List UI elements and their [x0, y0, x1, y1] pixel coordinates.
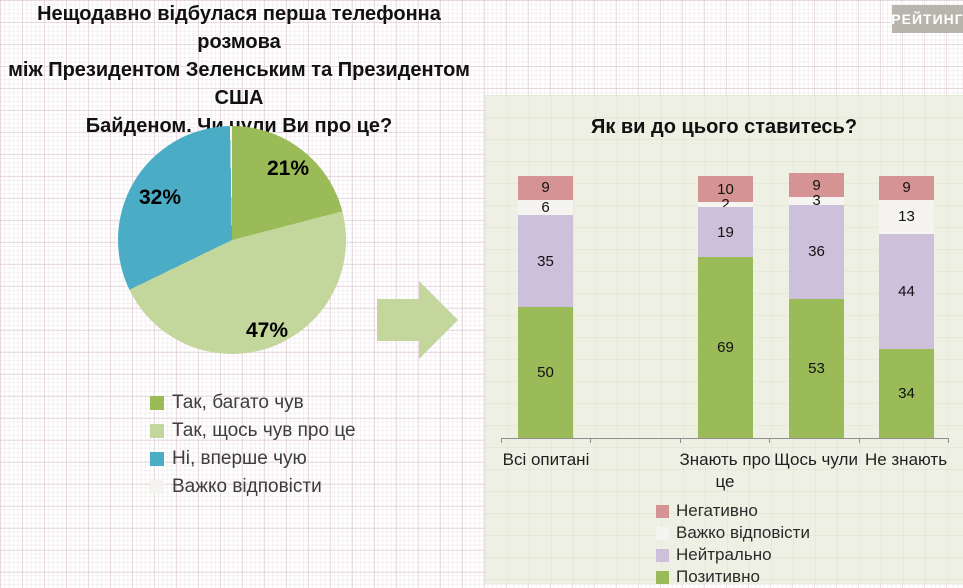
right-arrow-icon [377, 281, 458, 359]
bar-segment-value: 9 [541, 179, 550, 197]
bar-segment-value: 50 [537, 364, 554, 381]
poll-question-title: Нещодавно відбулася перша телефонна розм… [0, 0, 478, 140]
x-axis-line [501, 438, 948, 439]
bar-legend-item: Негативно [656, 500, 810, 522]
legend-swatch-blue [150, 452, 164, 466]
legend-swatch-lavender [656, 548, 669, 562]
legend-swatch-green-dark [150, 396, 164, 410]
bar-segment: 9 [518, 176, 573, 200]
pie-legend-label: Ні, вперше чую [172, 448, 307, 469]
pie-chart [118, 126, 346, 354]
bar-segment: 2 [698, 197, 753, 212]
x-axis-tick [769, 438, 770, 443]
legend-swatch-green-light [150, 424, 164, 438]
bar-segment-value: 9 [812, 176, 821, 194]
x-axis-tick [948, 438, 949, 443]
bar-segment: 35 [518, 215, 573, 307]
bar-segment-value: 13 [898, 208, 915, 226]
bar-segment: 69 [698, 257, 753, 438]
bar-segment-value: 69 [717, 339, 734, 357]
bar-segment: 19 [698, 207, 753, 258]
bar-segment: 53 [789, 299, 844, 438]
pie-legend-label: Важко відповісти [172, 476, 322, 497]
rating-group-logo: РЕЙТИНГ [891, 5, 963, 33]
bar-segment-value: 53 [808, 360, 825, 378]
legend-swatch-white [150, 480, 164, 494]
poll-question-line-1: Нещодавно відбулася перша телефонна розм… [37, 3, 441, 53]
poll-question-line-2: між Президентом Зеленським та Президенто… [8, 59, 470, 109]
bar-legend-label: Нейтрально [676, 545, 772, 564]
x-axis-tick [859, 438, 860, 443]
bar-legend-item: Позитивно [656, 566, 810, 588]
legend-swatch-green-dark [656, 570, 669, 584]
pie-legend-label: Так, щось чув про це [172, 420, 356, 441]
bar-legend-item: Важко відповісти [656, 522, 810, 544]
bar-legend-label: Важко відповісти [676, 523, 810, 542]
bar-segment: 50 [518, 307, 573, 438]
bar-segment-value: 34 [898, 384, 915, 402]
bar-segment: 36 [789, 204, 844, 300]
pie-legend-label: Так, багато чув [172, 392, 304, 413]
bar-segment-value: 2 [721, 196, 730, 214]
bar-segment: 10 [698, 176, 753, 203]
bar-segment-value: 3 [812, 192, 821, 210]
legend-swatch-pink [656, 504, 669, 518]
bar-segment-value: 9 [902, 179, 911, 197]
bar-segment-value: 36 [808, 243, 825, 261]
category-label-know: Знають про це [679, 450, 771, 491]
category-label-dont-know: Не знають [864, 450, 948, 469]
bar-segment: 6 [518, 198, 573, 216]
bar-legend-label: Позитивно [676, 567, 760, 586]
bar-segment: 34 [879, 348, 934, 438]
bar-segment-value: 6 [541, 198, 550, 216]
bar-legend: Негативно Важко відповісти Нейтрально По… [656, 500, 810, 588]
bar-chart-title: Як ви до цього ставитесь? [590, 116, 858, 138]
bar-segment: 9 [879, 176, 934, 200]
stacked-bar: 9 3 36 53 [789, 173, 844, 438]
bar-segment-value: 35 [537, 252, 554, 270]
stacked-bar: 9 6 35 50 [518, 176, 573, 438]
x-axis-tick [590, 438, 591, 443]
bar-segment-value: 19 [717, 223, 734, 241]
x-axis-tick [680, 438, 681, 443]
x-axis-tick [501, 438, 502, 443]
pie-slice-label-many-heard: 21% [266, 157, 310, 180]
bar-segment: 44 [879, 233, 934, 349]
pie-legend: Так, багато чув Так, щось чув про це Ні,… [150, 389, 356, 501]
pie-legend-item: Так, багато чув [150, 389, 356, 417]
category-label-heard: Щось чули [774, 450, 858, 469]
bar-legend-item: Нейтрально [656, 544, 810, 566]
bar-segment: 9 [789, 173, 844, 197]
pie-legend-item: Ні, вперше чую [150, 445, 356, 473]
legend-swatch-white [656, 526, 669, 540]
bar-segment: 3 [789, 193, 844, 208]
stacked-bar: 9 13 44 34 [879, 176, 934, 438]
pie-slice-label-heard-something: 47% [245, 319, 289, 342]
bar-segment-value: 10 [717, 180, 734, 198]
bar-legend-label: Негативно [676, 501, 758, 520]
pie-legend-item: Важко відповісти [150, 473, 356, 501]
pie-legend-item: Так, щось чув про це [150, 417, 356, 445]
stacked-bar: 10 2 19 69 [698, 176, 753, 438]
pie-slice-label-first-time: 32% [138, 186, 182, 209]
bar-segment: 13 [879, 199, 934, 234]
bar-segment-value: 44 [898, 282, 915, 300]
category-label-all: Всі опитані [502, 450, 590, 469]
